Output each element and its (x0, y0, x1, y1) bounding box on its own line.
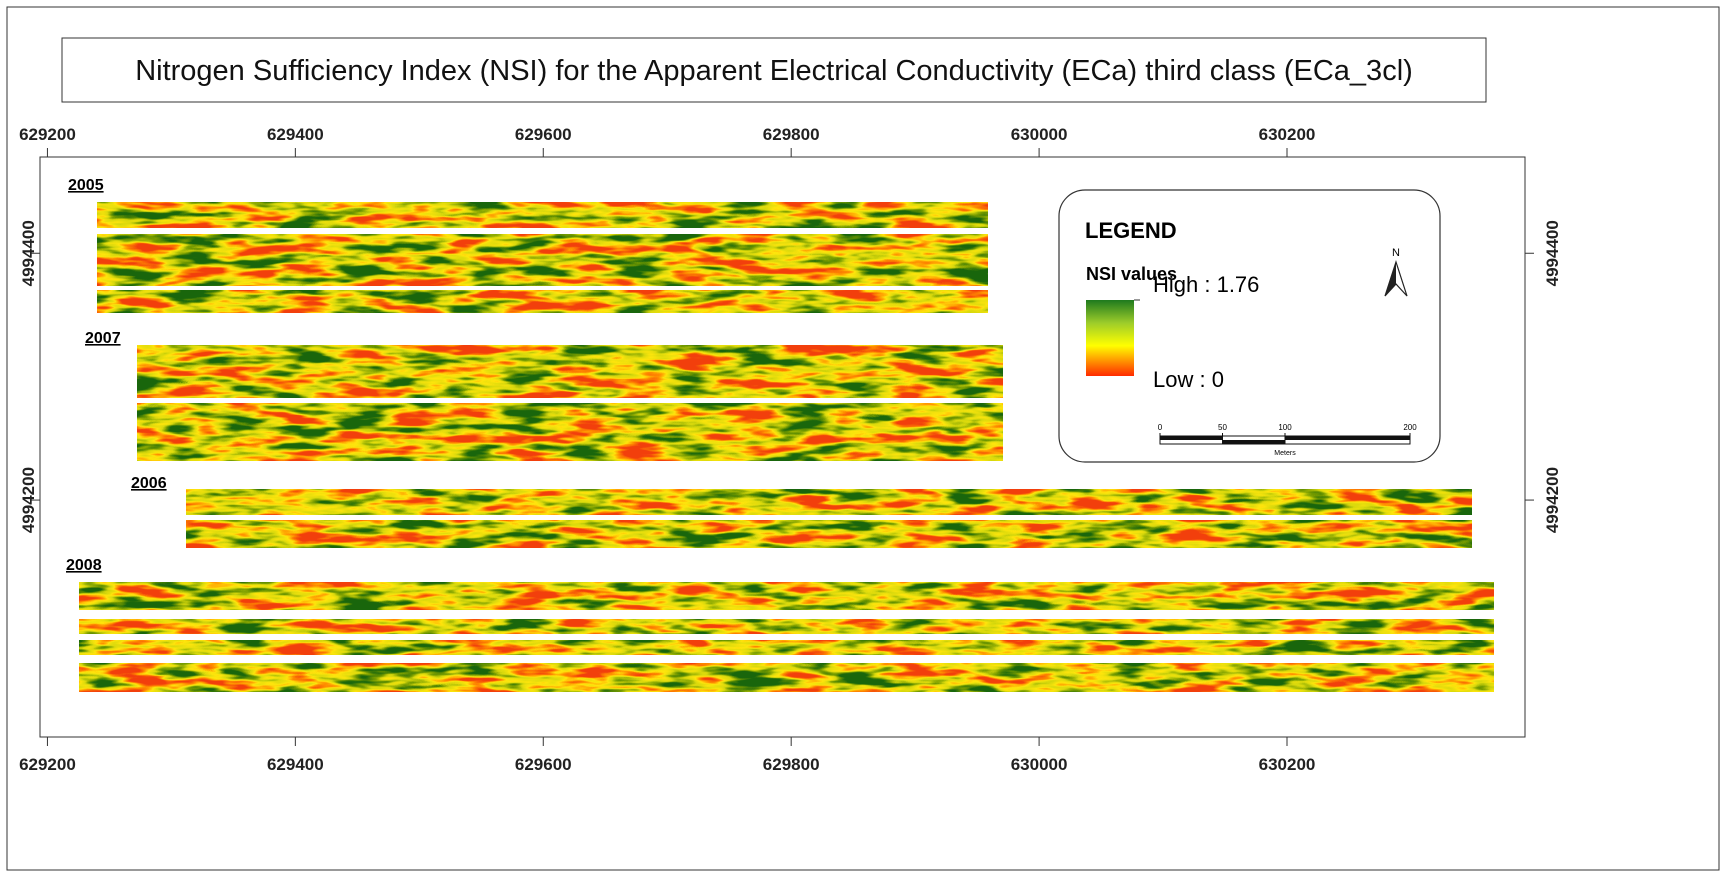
legend-high: High : 1.76 (1153, 272, 1259, 297)
legend: LEGEND NSI values High : 1.76 Low : 0 N … (1058, 189, 1441, 463)
legend-box (1058, 189, 1441, 463)
color-ramp (1086, 300, 1134, 376)
title-box (61, 37, 1487, 103)
legend-subtitle: NSI values (1086, 264, 1177, 284)
north-arrow-half (1385, 262, 1396, 296)
nsi-raster (137, 345, 1003, 398)
fields: 2005 2007 2006 2008 (66, 177, 1494, 692)
x-tick-label: 629200 (19, 755, 76, 774)
scale-label: 200 (1403, 423, 1417, 432)
scale-unit: Meters (1274, 450, 1296, 457)
y-tick-label: 4994200 (1543, 467, 1562, 533)
scale-label: 0 (1158, 423, 1163, 432)
nsi-raster (186, 489, 1472, 515)
y-tick-label: 4994400 (1543, 220, 1562, 286)
x-tick-label: 629800 (763, 755, 820, 774)
legend-title: LEGEND (1085, 218, 1177, 243)
y-tick-label: 4994400 (19, 220, 38, 286)
nsi-raster (97, 290, 988, 313)
nsi-raster (79, 663, 1494, 692)
nsi-raster (186, 520, 1472, 548)
scale-segment (1160, 436, 1223, 440)
x-tick-label: 629600 (515, 755, 572, 774)
scale-segment (1285, 436, 1410, 440)
x-tick-label: 630000 (1011, 755, 1068, 774)
year-label: 2006 (131, 475, 167, 492)
map-title: Nitrogen Sufficiency Index (NSI) for the… (135, 55, 1413, 87)
scale-label: 100 (1278, 423, 1292, 432)
nsi-raster (79, 619, 1494, 634)
y-tick-label: 4994200 (19, 467, 38, 533)
scale-segment (1222, 440, 1285, 444)
year-label: 2007 (85, 330, 121, 347)
nsi-raster (97, 234, 988, 286)
x-tick-label: 630200 (1259, 755, 1316, 774)
x-tick-label: 629400 (267, 755, 324, 774)
nsi-raster (97, 202, 988, 228)
year-label: 2008 (66, 557, 102, 574)
x-tick-label: 630200 (1259, 125, 1316, 144)
x-tick-label: 629600 (515, 125, 572, 144)
nsi-raster (137, 403, 1003, 461)
x-tick-label: 629800 (763, 125, 820, 144)
nsi-raster (79, 582, 1494, 610)
north-label: N (1392, 247, 1400, 259)
year-label: 2005 (68, 177, 104, 194)
x-tick-label: 630000 (1011, 125, 1068, 144)
scale-bar: 0 50 100 200 Meters (1158, 423, 1417, 457)
nsi-raster (79, 640, 1494, 655)
x-tick-label: 629400 (267, 125, 324, 144)
legend-low: Low : 0 (1153, 367, 1224, 392)
scale-label: 50 (1218, 423, 1227, 432)
x-tick-label: 629200 (19, 125, 76, 144)
